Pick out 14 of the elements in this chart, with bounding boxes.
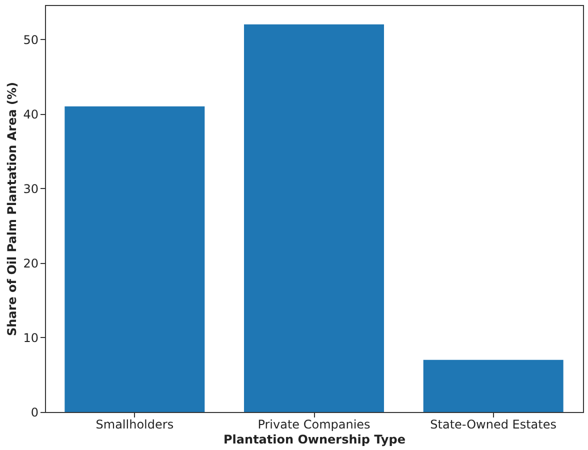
bar [244,24,384,412]
y-axis-title: Share of Oil Palm Plantation Area (%) [5,82,20,336]
y-tick-label: 10 [23,330,38,345]
x-tick-label: State-Owned Estates [430,418,557,432]
y-tick-label: 30 [23,182,38,196]
bar [64,106,205,412]
y-tick-label: 0 [30,406,38,420]
x-tick-label: Private Companies [258,418,370,432]
bar [423,360,564,412]
x-tick-label: Smallholders [96,418,174,432]
y-tick-label: 20 [23,256,38,270]
y-tick-label: 40 [23,107,38,122]
x-axis-title: Plantation Ownership Type [224,432,406,446]
y-tick-label: 50 [23,32,38,47]
